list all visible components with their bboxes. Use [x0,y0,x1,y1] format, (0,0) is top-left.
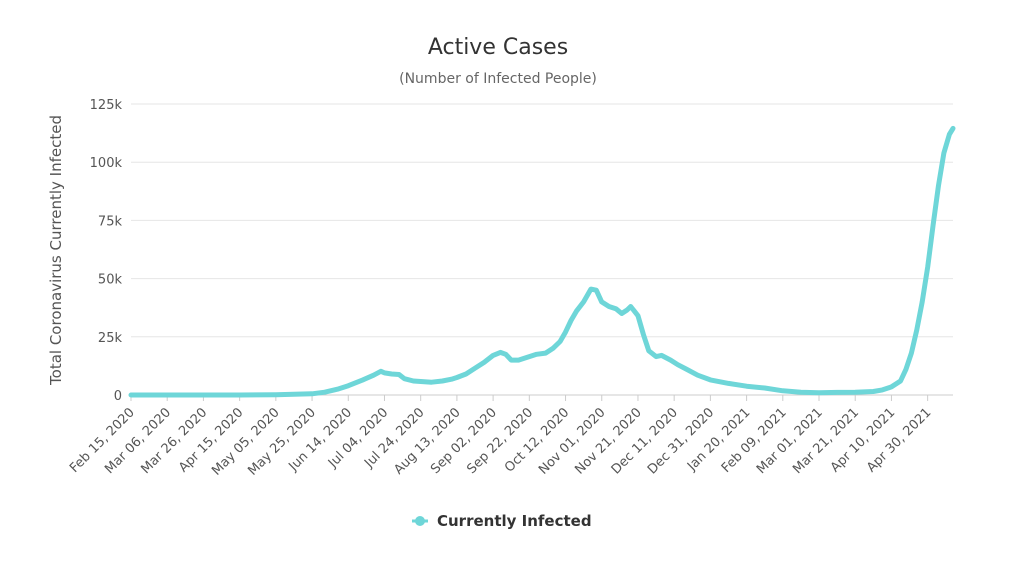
y-tick-label: 0 [114,389,122,404]
y-tick-label: 100k [90,156,123,171]
chart-title: Active Cases [428,35,568,60]
y-tick-label: 50k [98,273,123,288]
legend-label[interactable]: Currently Infected [437,512,592,530]
series-layer [128,125,956,398]
y-tick-label: 25k [98,331,123,346]
legend-dot-marker [415,516,425,526]
series-line-currently-infected[interactable] [128,125,956,398]
legend[interactable]: Currently Infected [412,512,592,530]
y-tick-label: 75k [98,214,123,229]
chart-subtitle: (Number of Infected People) [399,71,597,87]
y-axis-ticks: 0 25k 50k 75k 100k 125k [90,98,123,404]
y-axis-title: Total Coronavirus Currently Infected [47,115,65,386]
x-tick-label: Apr 30, 2021 [864,405,934,475]
y-tick-label: 125k [90,98,123,113]
